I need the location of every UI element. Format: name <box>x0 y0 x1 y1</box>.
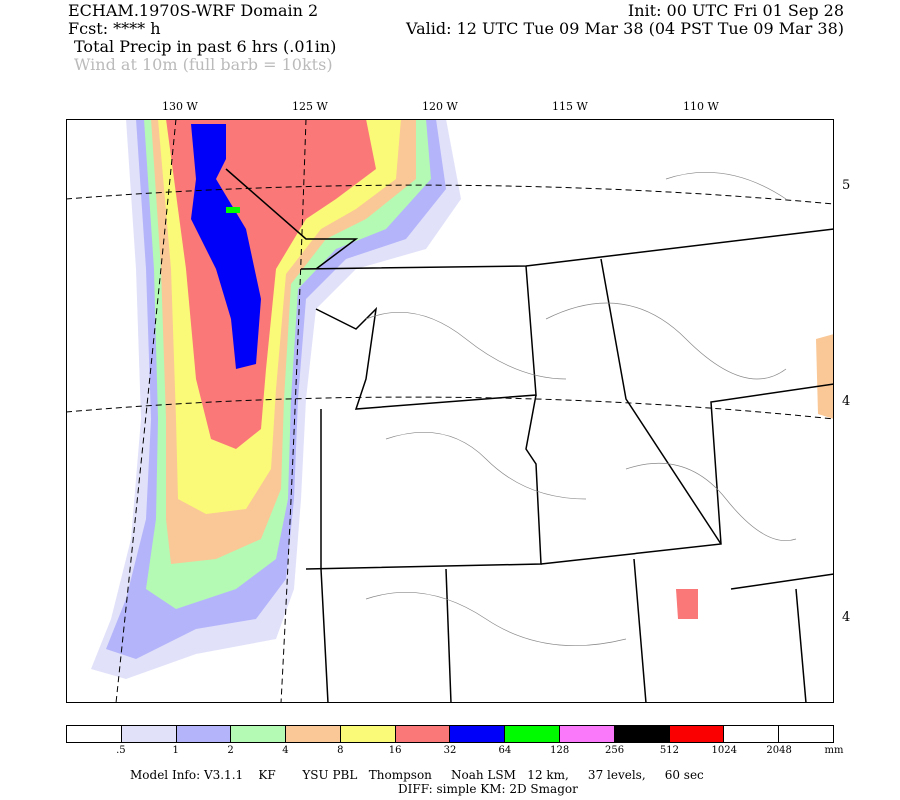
field-label-precip: Total Precip in past 6 hrs (.01in) <box>74 37 337 56</box>
map-title: ECHAM.1970S-WRF Domain 2 <box>68 1 319 20</box>
state-borders <box>225 168 834 703</box>
field-label-wind: Wind at 10m (full barb = 10kts) <box>74 55 333 74</box>
colorbar-swatch <box>505 726 561 742</box>
init-time: Init: 00 UTC Fri 01 Sep 28 <box>627 1 844 20</box>
terrain-contours <box>365 171 797 646</box>
colorbar-label: 128 <box>550 745 570 756</box>
colorbar-swatch <box>176 726 232 742</box>
forecast-hour: Fcst: **** h <box>68 19 161 38</box>
lon-label: 110 W <box>683 100 719 113</box>
colorbar-swatch <box>286 726 341 742</box>
precip-map <box>66 119 834 703</box>
colorbar-label: 2 <box>227 745 234 756</box>
colorbar-swatch <box>560 726 615 742</box>
colorbar-swatch <box>450 726 506 742</box>
lon-label: 115 W <box>552 100 588 113</box>
colorbar-swatch <box>395 726 451 742</box>
model-diff-info: DIFF: simple KM: 2D Smagor <box>398 782 578 796</box>
valid-time: Valid: 12 UTC Tue 09 Mar 38 (04 PST Tue … <box>406 19 844 38</box>
lat-label: 5 <box>842 178 851 193</box>
colorbar-label: 8 <box>337 745 344 756</box>
colorbar-label: 1024 <box>711 745 738 756</box>
colorbar-unit: mm <box>824 745 844 756</box>
lat-label: 4 <box>842 394 851 409</box>
colorbar-label: 2048 <box>766 745 792 756</box>
colorbar-label: 32 <box>443 745 457 756</box>
colorbar-label: .5 <box>116 745 126 756</box>
colorbar-swatch <box>340 726 396 742</box>
colorbar-swatch <box>724 726 780 742</box>
colorbar-label: 256 <box>605 745 625 756</box>
lon-label: 130 W <box>162 100 198 113</box>
colorbar-swatch <box>231 726 287 742</box>
colorbar-swatch <box>67 726 122 742</box>
colorbar-swatch <box>121 726 177 742</box>
colorbar-label: 16 <box>388 745 402 756</box>
colorbar-label: 512 <box>659 745 679 756</box>
lat-label: 4 <box>842 610 851 625</box>
colorbar-label: 1 <box>172 745 179 756</box>
lon-label: 120 W <box>422 100 458 113</box>
colorbar-swatch <box>669 726 725 742</box>
lat-lon-grid <box>66 119 834 703</box>
colorbar-label: 4 <box>282 745 289 756</box>
precip-colorbar <box>66 725 834 743</box>
colorbar-label: 64 <box>498 745 512 756</box>
colorbar-swatch <box>779 726 833 742</box>
model-info: Model Info: V3.1.1 KF YSU PBL Thompson N… <box>130 768 704 782</box>
colorbar-swatch <box>614 726 670 742</box>
lon-label: 125 W <box>292 100 328 113</box>
